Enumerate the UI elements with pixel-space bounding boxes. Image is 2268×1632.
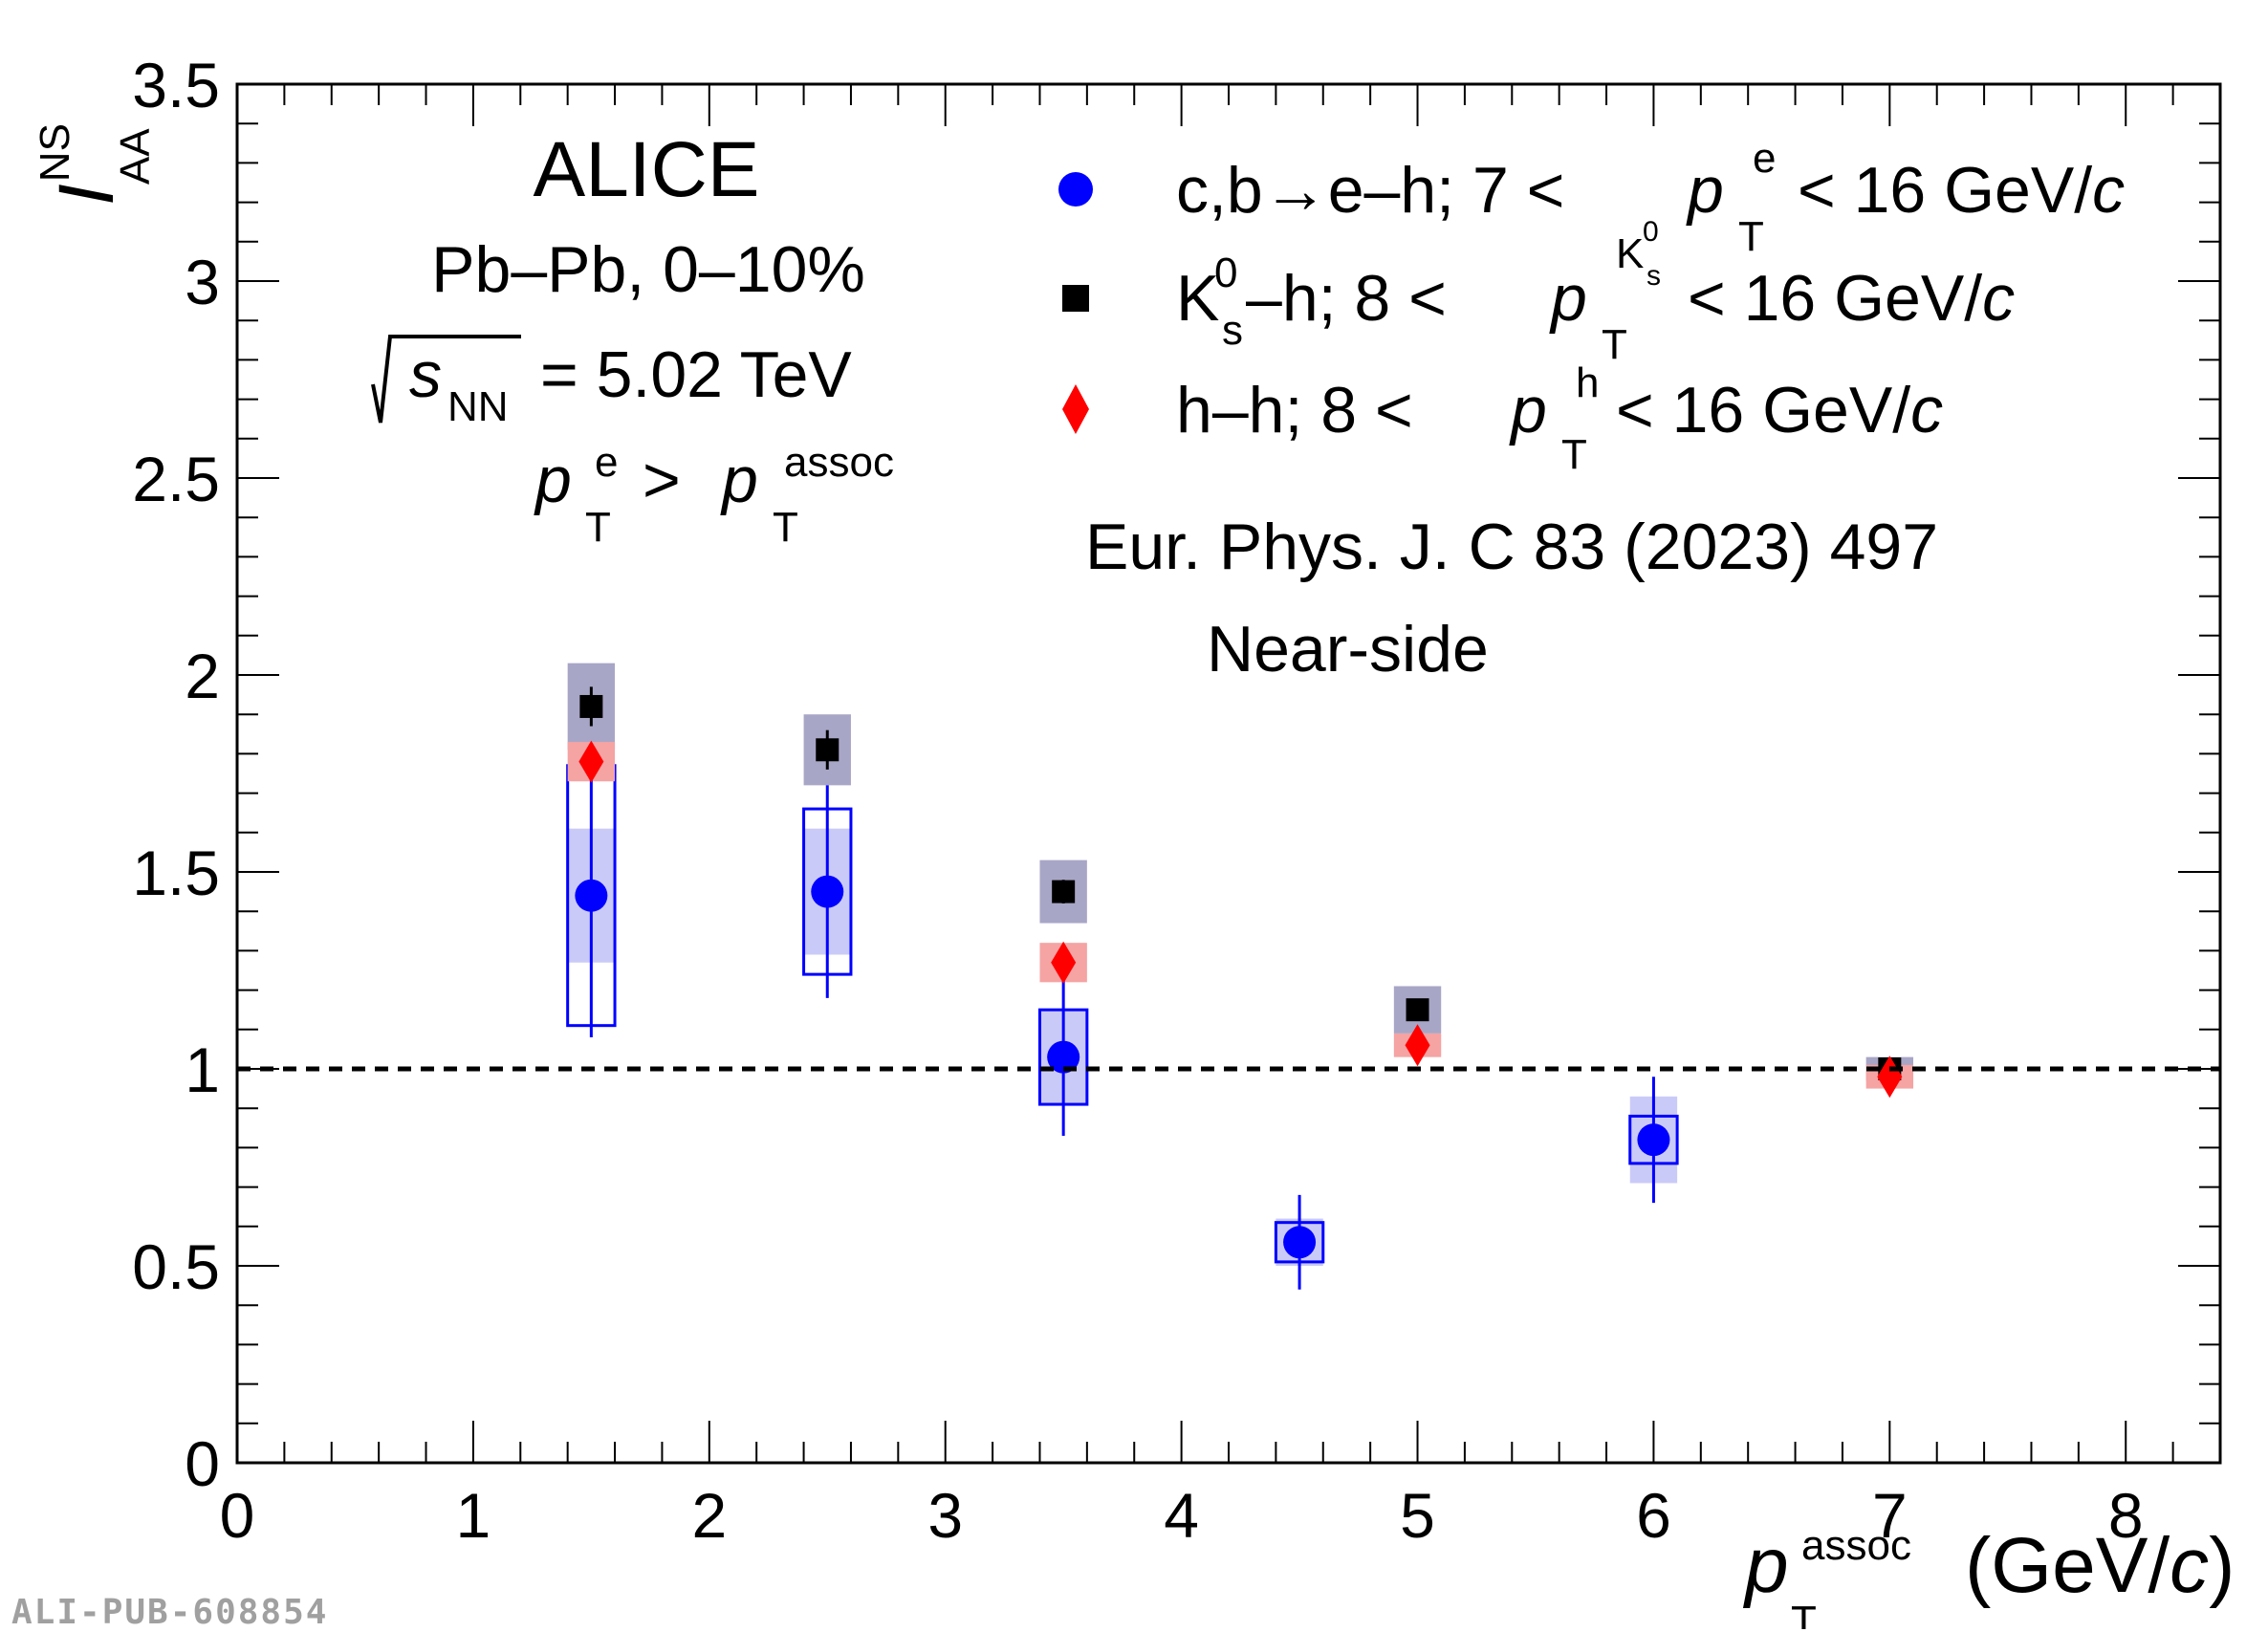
svg-text:p: p xyxy=(1742,1522,1789,1609)
marker-k0s xyxy=(1052,880,1076,903)
x-tick-label: 7 xyxy=(1872,1480,1908,1551)
svg-text:p: p xyxy=(1509,374,1547,446)
svg-text:s: s xyxy=(1646,260,1661,292)
reference-label: Eur. Phys. J. C 83 (2023) 497 xyxy=(1085,511,1938,583)
marker-heavy-flavour xyxy=(1637,1123,1670,1157)
marker-heavy-flavour xyxy=(1283,1226,1317,1259)
legend-marker-diamond xyxy=(1062,384,1089,434)
legend-marker-square xyxy=(1062,285,1089,312)
svg-text:T: T xyxy=(585,504,611,551)
y-tick-label: 1.5 xyxy=(132,838,220,908)
legend-marker-circle xyxy=(1058,172,1093,207)
legend-entry-hadron: h–h; 8 < p h T < 16 GeV/c xyxy=(1176,359,1943,478)
y-axis-title: INS AA xyxy=(32,123,159,206)
svg-text:T: T xyxy=(773,504,798,551)
svg-text:K: K xyxy=(1616,230,1644,277)
marker-k0s xyxy=(816,738,840,762)
marker-hadron xyxy=(578,740,604,783)
svg-text:T: T xyxy=(1791,1598,1817,1629)
statistical-uncertainty-layer xyxy=(589,686,1891,1290)
y-tick-label: 2.5 xyxy=(132,444,220,514)
marker-hadron xyxy=(1877,1055,1903,1099)
system-label: Pb–Pb, 0–10% xyxy=(431,233,865,306)
svg-text:–h; 8 <: –h; 8 < xyxy=(1246,262,1447,335)
figure-id-label: ALI-PUB-608854 xyxy=(11,1593,329,1632)
y-tick-label: 1 xyxy=(185,1034,220,1105)
data-marker-layer xyxy=(575,694,1903,1259)
svg-text:< 16 GeV/c: < 16 GeV/c xyxy=(1688,262,2015,335)
y-tick-label: 3.5 xyxy=(132,50,220,120)
svg-text:>: > xyxy=(643,444,681,516)
x-axis-title: p assoc T (GeV/c) xyxy=(1742,1522,2235,1629)
svg-text:0: 0 xyxy=(1214,250,1237,296)
x-tick-label: 2 xyxy=(691,1480,727,1551)
marker-hadron xyxy=(1405,1024,1430,1067)
marker-heavy-flavour xyxy=(811,875,844,908)
svg-text:< 16 GeV/c: < 16 GeV/c xyxy=(1616,374,1943,446)
marker-k0s xyxy=(1406,998,1429,1022)
svg-text:0: 0 xyxy=(1643,216,1659,248)
x-tick-label: 1 xyxy=(456,1480,491,1551)
x-tick-label: 6 xyxy=(1636,1480,1671,1551)
y-tick-label: 2 xyxy=(185,641,220,711)
marker-heavy-flavour xyxy=(575,879,608,912)
svg-text:(GeV/c): (GeV/c) xyxy=(1965,1522,2235,1609)
experiment-label: ALICE xyxy=(534,126,760,213)
svg-text:assoc: assoc xyxy=(1801,1522,1911,1569)
energy-label: s NN = 5.02 TeV xyxy=(371,335,852,430)
legend-entry-heavy-flavour: c,b→e–h; 7 < p e T < 16 GeV/c xyxy=(1176,135,2125,260)
systematic-uncertainty-layer xyxy=(566,663,1914,1266)
near-side-label: Near-side xyxy=(1207,613,1489,685)
svg-text:p: p xyxy=(534,444,572,516)
x-tick-label: 3 xyxy=(927,1480,963,1551)
svg-text:T: T xyxy=(1738,213,1764,260)
svg-text:assoc: assoc xyxy=(784,439,894,486)
svg-text:T: T xyxy=(1561,431,1587,478)
x-tick-label: 4 xyxy=(1164,1480,1199,1551)
svg-text:h–h; 8 <: h–h; 8 < xyxy=(1176,374,1413,446)
axes-layer: 0 1 2 3 4 5 6 7 8 0 0.5 1 1.5 2 2.5 3 3.5 xyxy=(132,50,2222,1551)
y-tick-label: 0.5 xyxy=(132,1231,220,1302)
svg-text:K: K xyxy=(1176,262,1219,335)
svg-text:s: s xyxy=(1222,307,1243,354)
marker-heavy-flavour xyxy=(1047,1040,1080,1074)
y-tick-label: 0 xyxy=(185,1428,220,1499)
svg-text:p: p xyxy=(1686,154,1724,227)
svg-text:c,b→e–h; 7 <: c,b→e–h; 7 < xyxy=(1176,154,1564,227)
x-tick-label: 8 xyxy=(2108,1480,2144,1551)
svg-text:p: p xyxy=(1549,262,1587,335)
marker-hadron xyxy=(1051,941,1077,984)
x-tick-label: 5 xyxy=(1400,1480,1435,1551)
marker-k0s xyxy=(579,694,603,718)
svg-text:= 5.02 TeV: = 5.02 TeV xyxy=(540,338,852,411)
y-tick-label: 3 xyxy=(185,247,220,317)
svg-text:h: h xyxy=(1576,359,1599,406)
svg-text:p: p xyxy=(720,444,758,516)
legend: c,b→e–h; 7 < p e T < 16 GeV/c K 0 s –h; … xyxy=(1058,135,2125,478)
svg-text:s: s xyxy=(409,338,442,411)
svg-text:NN: NN xyxy=(447,383,509,430)
svg-text:e: e xyxy=(1753,135,1776,182)
svg-text:< 16 GeV/c: < 16 GeV/c xyxy=(1798,154,2125,227)
pt-cut-label: p e T > p assoc T xyxy=(534,439,894,551)
svg-text:T: T xyxy=(1602,321,1627,368)
svg-text:e: e xyxy=(595,439,618,486)
legend-entry-k0s: K 0 s –h; 8 < p K 0 s T < 16 GeV/c xyxy=(1176,216,2015,368)
x-tick-label: 0 xyxy=(220,1480,255,1551)
